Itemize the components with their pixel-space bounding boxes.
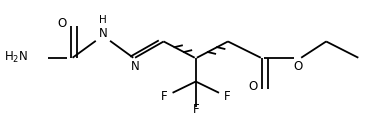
Text: H: H [99,15,107,25]
Text: N: N [131,60,140,73]
Text: O: O [57,17,67,30]
Text: N: N [98,27,107,40]
Text: O: O [293,60,302,73]
Text: F: F [193,103,199,116]
Text: O: O [248,80,258,93]
Text: H$_2$N: H$_2$N [4,50,28,65]
Text: F: F [224,90,231,103]
Text: F: F [160,90,167,103]
